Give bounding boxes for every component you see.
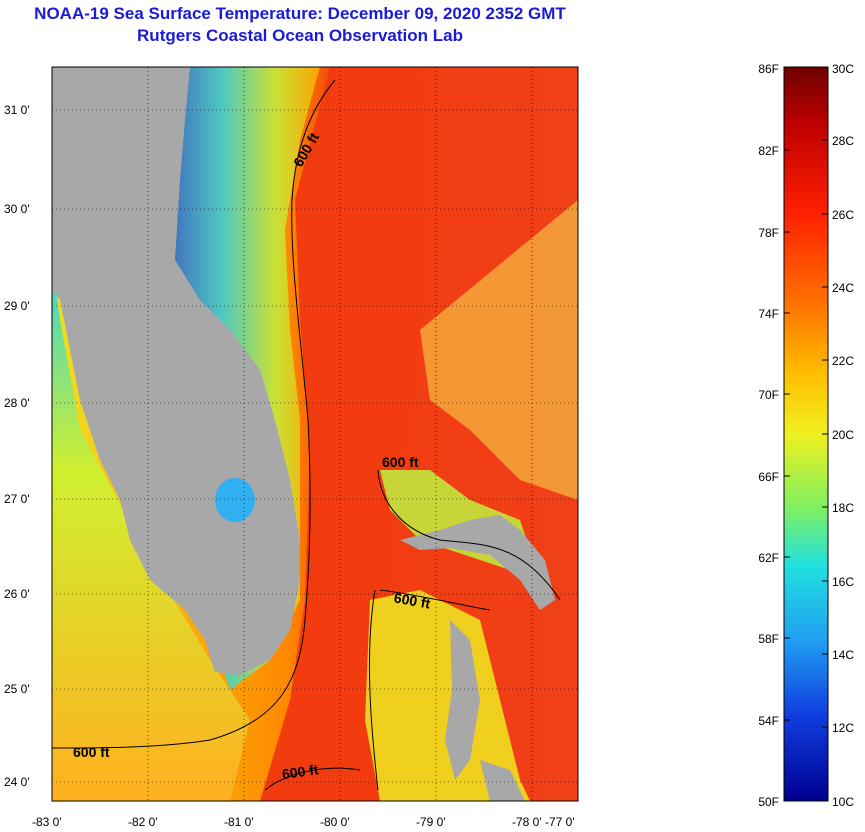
fahrenheit-label: 78F (758, 226, 779, 240)
bahama-bank (365, 590, 530, 801)
map-title: NOAA-19 Sea Surface Temperature: Decembe… (34, 4, 566, 23)
contour-label: 600 ft (382, 454, 419, 470)
celsius-label: 16C (832, 575, 854, 589)
celsius-label: 30C (832, 62, 854, 76)
map-image (52, 67, 578, 801)
fahrenheit-label: 58F (758, 632, 779, 646)
celsius-label: 10C (832, 795, 854, 809)
celsius-label: 28C (832, 134, 854, 148)
celsius-label: 26C (832, 208, 854, 222)
fahrenheit-labels: 86F 82F 78F 74F 70F 66F 62F 58F 54F 50F (758, 62, 779, 809)
contour-label: 600 ft (393, 589, 432, 611)
lat-label: 24 0' (4, 775, 30, 789)
celsius-label: 22C (832, 354, 854, 368)
gulf-stream (260, 67, 430, 801)
contour-600ft-florida (52, 79, 336, 749)
lon-label: -83 0' (32, 815, 62, 829)
lon-label: -80 0' (320, 815, 350, 829)
fahrenheit-label: 86F (758, 62, 779, 76)
fahrenheit-label: 66F (758, 470, 779, 484)
fahrenheit-label: 74F (758, 307, 779, 321)
contour-label: 600 ft (281, 761, 320, 782)
contour-600ft-great-bahama (368, 589, 491, 791)
bahama-island (480, 760, 525, 801)
celsius-label: 20C (832, 428, 854, 442)
colorbar-ticks (784, 139, 828, 728)
contour-600ft-south (264, 767, 361, 791)
andros-island (445, 620, 480, 780)
lat-label: 29 0' (4, 299, 30, 313)
sst-map: 600 ft 600 ft 600 ft 600 ft 600 ft 31 0'… (4, 66, 579, 829)
fahrenheit-label: 82F (758, 144, 779, 158)
contour-600ft-little-bahama (377, 469, 561, 601)
lat-label: 26 0' (4, 587, 30, 601)
lat-label: 28 0' (4, 396, 30, 410)
fahrenheit-label: 50F (758, 795, 779, 809)
grand-bahama-island (400, 515, 555, 610)
lon-label: -82 0' (128, 815, 158, 829)
lake-okeechobee (215, 478, 255, 522)
lon-label: -79 0' (416, 815, 446, 829)
fahrenheit-label: 70F (758, 388, 779, 402)
longitude-labels: -83 0' -82 0' -81 0' -80 0' -79 0' -78 0… (32, 815, 575, 829)
florida-land (52, 67, 300, 675)
contour-label: 600 ft (73, 744, 110, 760)
fahrenheit-label: 54F (758, 714, 779, 728)
lon-label: -77 0' (545, 815, 575, 829)
lon-label: -81 0' (224, 815, 254, 829)
lat-label: 27 0' (4, 492, 30, 506)
cloud-patch (420, 200, 578, 500)
lon-label: -78 0' (512, 815, 542, 829)
lat-label: 31 0' (4, 103, 30, 117)
colorbar-gradient (783, 66, 829, 802)
lat-label: 25 0' (4, 682, 30, 696)
celsius-label: 12C (832, 721, 854, 735)
celsius-label: 24C (832, 281, 854, 295)
celsius-label: 18C (832, 501, 854, 515)
celsius-label: 14C (832, 648, 854, 662)
latitude-labels: 31 0' 30 0' 29 0' 28 0' 27 0' 26 0' 25 0… (4, 103, 30, 789)
lat-label: 30 0' (4, 202, 30, 216)
map-frame (51, 66, 579, 802)
celsius-labels: 30C 28C 26C 24C 22C 20C 18C 16C 14C 12C … (832, 62, 854, 809)
map-subtitle: Rutgers Coastal Ocean Observation Lab (137, 26, 463, 45)
gulf-water (52, 67, 250, 801)
fahrenheit-label: 62F (758, 551, 779, 565)
